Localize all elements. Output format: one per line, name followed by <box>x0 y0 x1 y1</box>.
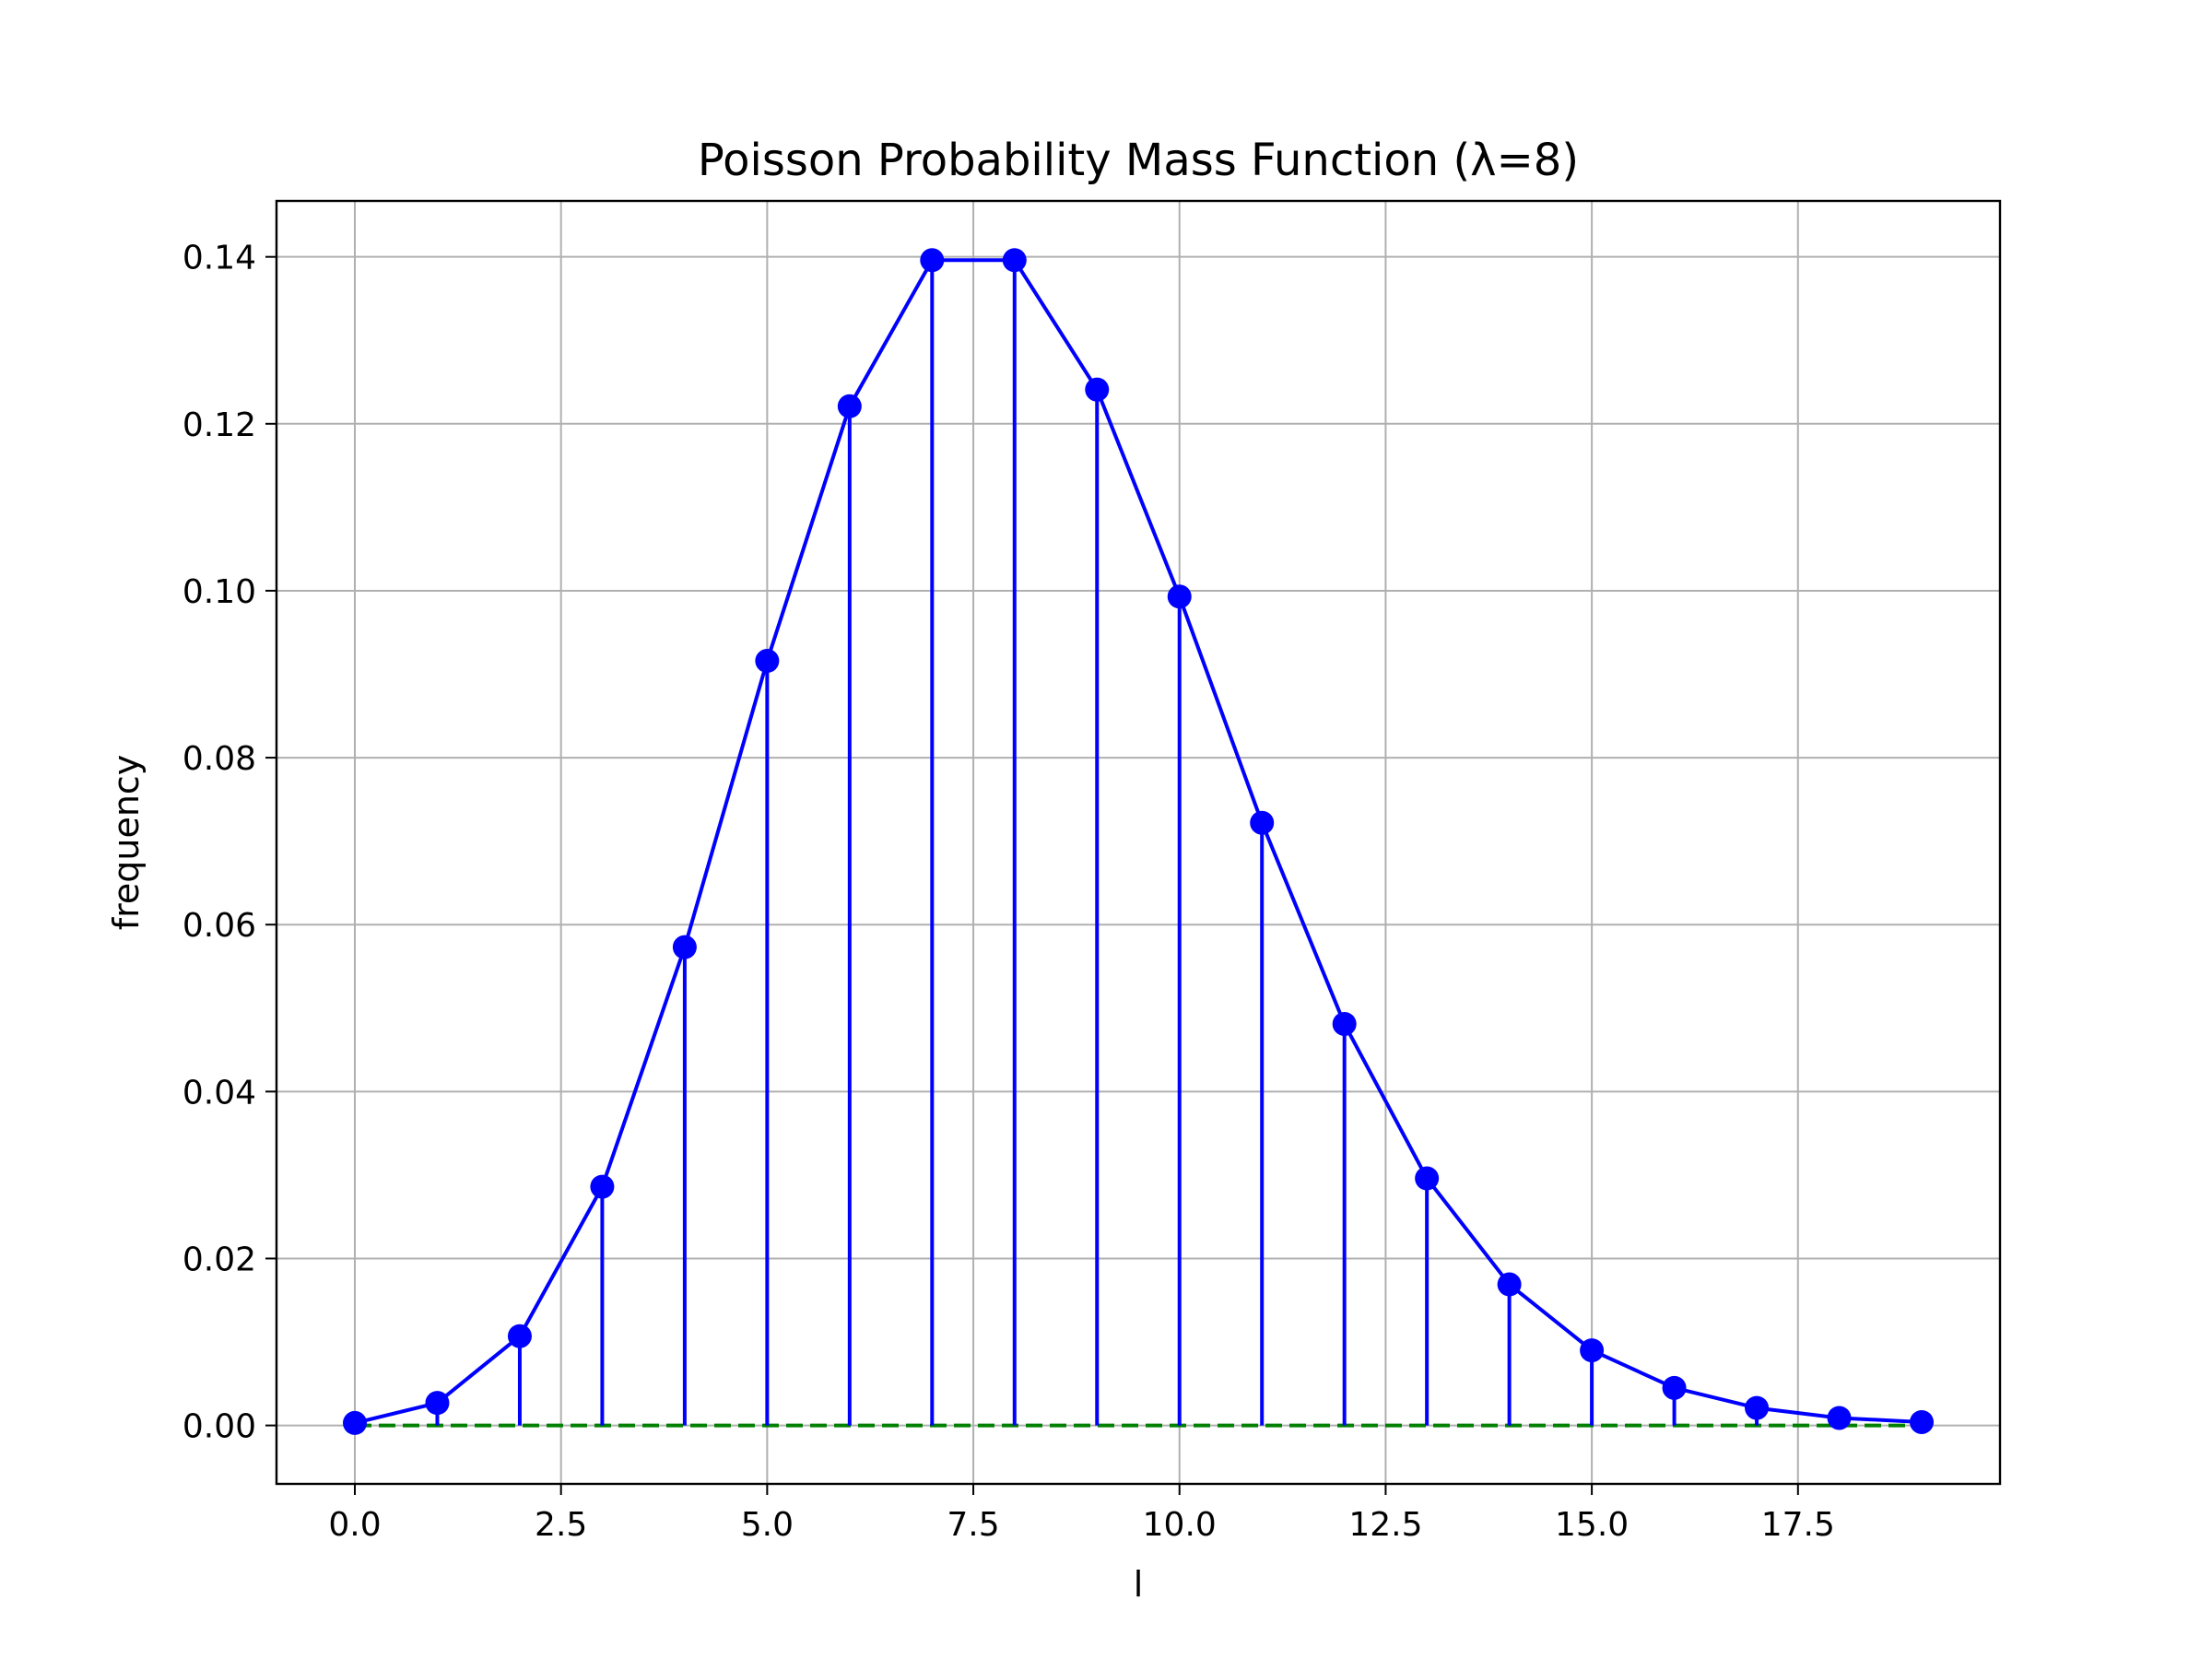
data-point-marker <box>1662 1375 1687 1400</box>
data-point-marker <box>1415 1166 1440 1191</box>
plot-frame <box>275 199 2002 1486</box>
data-point-marker <box>837 394 862 418</box>
data-point-marker <box>1827 1406 1852 1430</box>
x-tick-label: 0.0 <box>328 1506 381 1544</box>
y-tick-label: 0.02 <box>182 1241 256 1278</box>
data-point-marker <box>1497 1272 1522 1297</box>
data-point-marker <box>1250 810 1275 835</box>
x-tick-label: 15.0 <box>1555 1506 1629 1544</box>
data-point-marker <box>672 935 697 959</box>
data-point-marker <box>343 1410 367 1435</box>
y-tick-label: 0.12 <box>182 406 256 444</box>
data-point-marker <box>1002 248 1027 273</box>
x-tick-label: 2.5 <box>535 1506 587 1544</box>
data-point-marker <box>755 649 780 674</box>
y-tick-label: 0.10 <box>182 573 256 611</box>
data-point-marker <box>590 1174 615 1199</box>
data-point-marker <box>1910 1409 1934 1434</box>
series-line <box>354 258 1923 1425</box>
data-point-marker <box>1745 1395 1770 1420</box>
y-tick-label: 0.08 <box>182 740 256 778</box>
marker-layer <box>343 248 1934 1435</box>
line-layer <box>354 258 1923 1425</box>
stem-layer <box>353 260 1924 1426</box>
data-point-marker <box>1167 584 1192 609</box>
data-point-marker <box>425 1391 450 1416</box>
data-point-marker <box>1085 377 1110 402</box>
y-tick-label: 0.14 <box>182 240 256 277</box>
data-point-marker <box>1580 1338 1605 1363</box>
x-tick-label: 17.5 <box>1761 1506 1835 1544</box>
x-tick-label: 5.0 <box>741 1506 794 1544</box>
x-tick-label: 10.0 <box>1143 1506 1217 1544</box>
y-tick-label: 0.04 <box>182 1074 256 1112</box>
y-tick-label: 0.00 <box>182 1408 256 1446</box>
data-point-marker <box>920 248 945 273</box>
x-tick-label: 7.5 <box>947 1506 999 1544</box>
tick-layer: 0.0 2.5 5.0 7.5 10.0 12.5 15.0 17.5 0.00 0.02 0.04… <box>182 240 1835 1544</box>
y-tick-label: 0.06 <box>182 907 256 945</box>
data-point-marker <box>1332 1011 1357 1036</box>
y-axis-label: frequency <box>106 755 147 931</box>
x-axis-label: l <box>1134 1564 1144 1605</box>
data-point-marker <box>507 1324 532 1348</box>
x-tick-label: 12.5 <box>1348 1506 1422 1544</box>
chart-title: Poisson Probability Mass Function (λ=8) <box>698 135 1579 186</box>
